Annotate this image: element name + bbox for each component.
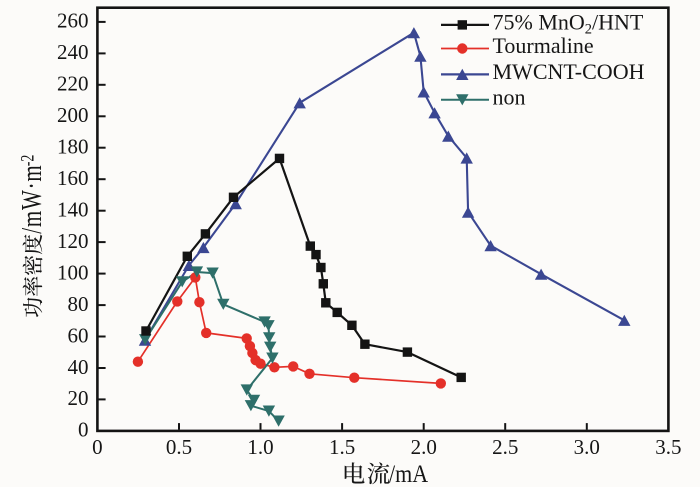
svg-text:180: 180 (57, 135, 89, 159)
svg-text:0: 0 (92, 435, 103, 459)
svg-text:/mA: /mA (389, 461, 428, 487)
svg-text:140: 140 (57, 198, 89, 222)
svg-text:3.0: 3.0 (574, 435, 600, 459)
svg-text:240: 240 (57, 40, 89, 64)
svg-text:160: 160 (57, 166, 89, 190)
svg-text:0: 0 (78, 418, 89, 442)
svg-text:1.0: 1.0 (247, 435, 273, 459)
svg-text:80: 80 (68, 292, 89, 316)
svg-text:20: 20 (68, 386, 89, 410)
svg-text:/mW·m: /mW·m (16, 164, 48, 233)
svg-text:60: 60 (68, 323, 89, 347)
svg-text:3.5: 3.5 (655, 435, 681, 459)
svg-text:0.5: 0.5 (166, 435, 192, 459)
svg-text:220: 220 (57, 72, 89, 96)
svg-text:120: 120 (57, 229, 89, 253)
svg-text:200: 200 (57, 103, 89, 127)
svg-text:100: 100 (57, 260, 89, 284)
svg-text:1.5: 1.5 (329, 435, 355, 459)
svg-text:Tourmaline: Tourmaline (493, 33, 594, 58)
svg-text:2.5: 2.5 (492, 435, 518, 459)
svg-text:40: 40 (68, 355, 89, 379)
svg-text:2.0: 2.0 (411, 435, 437, 459)
svg-text:non: non (493, 85, 526, 110)
svg-text:-2: -2 (16, 155, 38, 167)
svg-text:260: 260 (57, 9, 89, 33)
svg-text:MWCNT-COOH: MWCNT-COOH (493, 59, 645, 84)
svg-text:75% MnO2/HNT: 75% MnO2/HNT (493, 10, 644, 38)
